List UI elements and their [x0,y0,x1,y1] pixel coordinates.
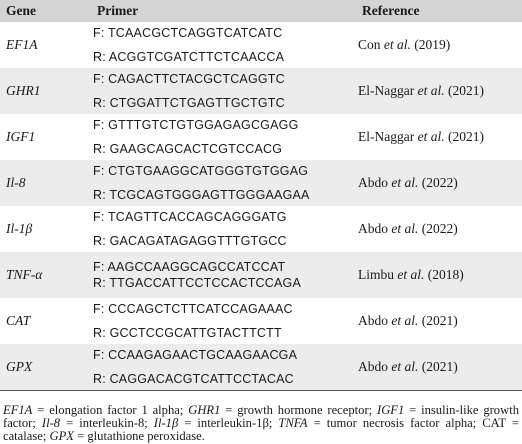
primer-cell: F: TCAACGCTCAGGTCATCATC R: ACGGTCGATCTTC… [91,22,356,68]
reference-author: El-Naggar [358,83,415,98]
footnote-part: GHR1 [188,402,221,417]
table-row: Il-8 F: CTGTGAAGGCATGGGTGTGGAG R: TCGCAG… [0,160,522,206]
footnote-part: = insulin-like growth factor; [3,402,519,430]
table-header-row: Gene Primer Reference [0,0,522,22]
reference-author: Abdo [358,359,388,374]
primer-cell: F: CTGTGAAGGCATGGGTGTGGAG R: TCGCAGTGGGA… [91,160,356,206]
primer-cell: F: CCAAGAGAACTGCAAGAACGA R: CAGGACACGTCA… [91,344,356,390]
primer-cell: F: AAGCCAAGGCAGCCATCCAT R: TTGACCATTCCTC… [91,252,356,298]
reference-year: (2021) [421,313,458,328]
footnote-part: = interleukin-8; [60,416,154,430]
reverse-primer: R: CAGGACACGTCATTCCTACAC [93,372,294,386]
reference-cell: Abdo et al. (2021) [356,298,522,344]
reference-author: Limbu [358,267,394,282]
forward-primer: F: TCAACGCTCAGGTCATCATC [93,26,283,40]
header-primer: Primer [97,3,139,18]
gene-name: Il-1β [6,221,33,236]
reference-etal: et al. [391,359,419,374]
reference-year: (2021) [447,83,484,98]
reference-etal: et al. [391,313,419,328]
reference-etal: et al. [417,129,445,144]
gene-name: GPX [6,359,33,374]
reference-year: (2021) [421,359,458,374]
reference-etal: et al. [391,175,419,190]
forward-primer: F: AAGCCAAGGCAGCCATCCAT [93,260,286,274]
reverse-primer: R: GCCTCCGCATTGTACTTCTT [93,326,282,340]
table-row: CAT F: CCCAGCTCTTCATCCAGAAAC R: GCCTCCGC… [0,298,522,344]
table-row: GPX F: CCAAGAGAACTGCAAGAACGA R: CAGGACAC… [0,344,522,390]
reference-year: (2019) [414,37,451,52]
table-row: TNF-α F: AAGCCAAGGCAGCCATCCAT R: TTGACCA… [0,252,522,298]
reverse-primer: R: TCGCAGTGGGAGTTGGGAAGAA [93,188,310,202]
reference-cell: Con et al. (2019) [356,22,522,68]
forward-primer: F: CCAAGAGAACTGCAAGAACGA [93,348,298,362]
gene-name: CAT [6,313,31,328]
reference-year: (2022) [421,221,458,236]
footnote-part: = elongation factor 1 alpha; [32,402,189,417]
header-reference: Reference [362,3,420,18]
reference-year: (2022) [421,175,458,190]
reference-etal: et al. [383,37,411,52]
header-gene: Gene [6,3,36,18]
forward-primer: F: GTTTGTCTGTGGAGAGCGAGG [93,118,299,132]
table-row: GHR1 F: CAGACTTCTACGCTCAGGTC R: CTGGATTC… [0,68,522,114]
reference-cell: Abdo et al. (2022) [356,160,522,206]
reference-author: Abdo [358,175,388,190]
footnote-part: Il-8 [41,416,61,430]
gene-name: GHR1 [6,83,41,98]
primer-table: Gene Primer Reference EF1A F: TCAACGCTCA… [0,0,522,390]
reverse-primer: R: TTGACCATTCCTCCACTCCAGA [93,276,302,290]
table-row: Il-1β F: TCAGTTCACCAGCAGGGATG R: GACAGAT… [0,206,522,252]
reference-year: (2018) [427,267,464,282]
reference-etal: et al. [397,267,425,282]
forward-primer: F: CAGACTTCTACGCTCAGGTC [93,72,285,86]
forward-primer: F: CCCAGCTCTTCATCCAGAAAC [93,302,293,316]
forward-primer: F: CTGTGAAGGCATGGGTGTGGAG [93,164,309,178]
gene-name: IGF1 [6,129,36,144]
reference-cell: Abdo et al. (2021) [356,344,522,390]
footnote-part: = growth hormone receptor; [220,402,377,417]
gene-name: Il-8 [6,175,26,190]
footnote-part: GPX [49,429,74,444]
footnote-part: = interleukin-1β; [178,416,279,430]
table-bottom-rule [0,390,522,391]
table-footnote: EF1A = elongation factor 1 alpha; GHR1 =… [3,402,519,444]
reverse-primer: R: ACGGTCGATCTTCTCAACCA [93,50,285,64]
footnote-part: = glutathione peroxidase. [73,429,205,444]
reference-author: Abdo [358,313,388,328]
reference-cell: Limbu et al. (2018) [356,252,522,298]
primer-cell: F: CAGACTTCTACGCTCAGGTC R: CTGGATTCTGAGT… [91,68,356,114]
reference-etal: et al. [417,83,445,98]
reverse-primer: R: GAAGCAGCACTCGTCCACG [93,142,283,156]
reference-author: Abdo [358,221,388,236]
footnote-part: EF1A [3,402,33,417]
reference-etal: et al. [391,221,419,236]
reference-author: El-Naggar [358,129,415,144]
reference-author: Con [358,37,381,52]
footnote-part: IGF1 [377,402,405,417]
reference-cell: El-Naggar et al. (2021) [356,114,522,160]
table-row: EF1A F: TCAACGCTCAGGTCATCATC R: ACGGTCGA… [0,22,522,68]
primer-cell: F: CCCAGCTCTTCATCCAGAAAC R: GCCTCCGCATTG… [91,298,356,344]
reference-cell: El-Naggar et al. (2021) [356,68,522,114]
footnote-part: Il-1β [153,416,179,430]
gene-name: EF1A [6,37,38,52]
footnote-part: TNFA [278,416,308,430]
gene-name: TNF-α [6,267,43,282]
primer-cell: F: GTTTGTCTGTGGAGAGCGAGG R: GAAGCAGCACTC… [91,114,356,160]
reverse-primer: R: CTGGATTCTGAGTTGCTGTC [93,96,285,110]
reference-cell: Abdo et al. (2022) [356,206,522,252]
reference-year: (2021) [447,129,484,144]
reverse-primer: R: GACAGATAGAGGTTTGTGCC [93,234,287,248]
forward-primer: F: TCAGTTCACCAGCAGGGATG [93,210,287,224]
primer-cell: F: TCAGTTCACCAGCAGGGATG R: GACAGATAGAGGT… [91,206,356,252]
table-row: IGF1 F: GTTTGTCTGTGGAGAGCGAGG R: GAAGCAG… [0,114,522,160]
